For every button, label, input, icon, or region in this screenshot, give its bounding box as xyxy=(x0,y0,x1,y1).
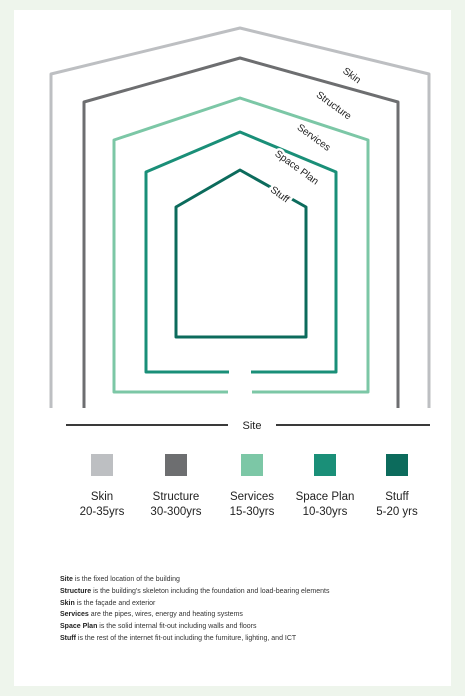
legend-label-skin: Skin 20-35yrs xyxy=(60,490,144,520)
definition-text: is the fixed location of the building xyxy=(72,576,180,583)
definition-term: Services xyxy=(60,611,89,619)
definition-term: Structure xyxy=(60,587,92,595)
legend-swatch-services xyxy=(241,454,263,476)
definition-space-plan: Space Plan is the solid internal fit-out… xyxy=(60,621,450,633)
definition-term: Skin xyxy=(60,599,75,607)
legend-swatch-skin xyxy=(91,454,113,476)
definition-site: Site is the fixed location of the buildi… xyxy=(60,574,450,586)
legend-years: 5-20 yrs xyxy=(376,506,418,518)
definition-term: Site xyxy=(60,576,73,583)
definition-text: is the building's skeleton including the… xyxy=(91,587,330,595)
house-outline-skin xyxy=(49,26,431,408)
definition-text: is the solid internal fit-out including … xyxy=(97,623,257,631)
legend-name: Structure xyxy=(152,491,200,503)
legend-name: Skin xyxy=(90,491,114,503)
roof-label-skin: Skin xyxy=(340,66,362,86)
definitions-list: Site is the fixed location of the buildi… xyxy=(60,574,450,645)
site-label: Site xyxy=(243,420,262,432)
house-outline-space-plan xyxy=(144,130,338,374)
legend-label-stuff: Stuff 5-20 yrs xyxy=(355,490,439,520)
roof-label-structure: Structure xyxy=(314,90,354,123)
legend-name: Stuff xyxy=(385,491,409,503)
legend-swatch-space-plan xyxy=(314,454,336,476)
legend-years: 20-35yrs xyxy=(79,506,125,518)
definition-text: is the façade and exterior xyxy=(74,599,156,607)
house-outline-services xyxy=(112,96,370,394)
legend-label-space-plan: Space Plan 10-30yrs xyxy=(283,490,367,520)
house-outline-stuff xyxy=(174,168,308,339)
legend-years: 15-30yrs xyxy=(229,506,275,518)
legend-swatch-structure xyxy=(165,454,187,476)
legend-label-services: Services 15-30yrs xyxy=(210,490,294,520)
definition-services: Services are the pipes, wires, energy an… xyxy=(60,609,450,621)
definition-text: is the rest of the internet fit-out incl… xyxy=(75,634,297,642)
definition-text: are the pipes, wires, energy and heating… xyxy=(88,611,243,619)
house-outline-structure xyxy=(82,56,400,408)
definition-skin: Skin is the façade and exterior xyxy=(60,598,450,610)
definition-term: Stuff xyxy=(60,634,76,642)
definition-term: Space Plan xyxy=(60,623,98,631)
legend-name: Space Plan xyxy=(295,491,355,503)
legend-years: 30-300yrs xyxy=(150,506,202,518)
definition-stuff: Stuff is the rest of the internet fit-ou… xyxy=(60,633,450,645)
definition-structure: Structure is the building's skeleton inc… xyxy=(60,586,450,598)
diagram-card: Skin Structure Services Space Plan Stuff Sit… xyxy=(14,10,451,686)
legend-name: Services xyxy=(229,491,275,503)
legend-swatch-stuff xyxy=(386,454,408,476)
legend-years: 10-30yrs xyxy=(302,506,348,518)
legend-label-structure: Structure 30-300yrs xyxy=(134,490,218,520)
legend: Skin 20-35yrs Structure 30-300yrs Servic… xyxy=(14,454,451,544)
roof-label-stuff: Stuff xyxy=(268,185,291,206)
